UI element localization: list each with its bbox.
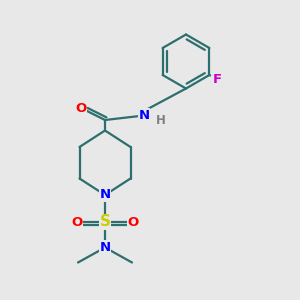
Text: F: F (212, 73, 221, 86)
Text: N: N (138, 109, 150, 122)
Text: O: O (75, 101, 87, 115)
Text: N: N (99, 241, 111, 254)
Text: S: S (100, 214, 110, 230)
Text: O: O (71, 215, 82, 229)
Text: H: H (156, 113, 165, 127)
Text: N: N (99, 188, 111, 202)
Text: O: O (128, 215, 139, 229)
